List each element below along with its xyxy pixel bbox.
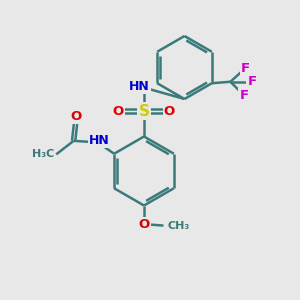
Text: O: O xyxy=(138,218,150,231)
Text: F: F xyxy=(241,62,250,75)
Text: HN: HN xyxy=(89,134,110,147)
Text: CH₃: CH₃ xyxy=(167,220,189,231)
Text: S: S xyxy=(139,103,149,118)
Text: H₃C: H₃C xyxy=(32,149,54,159)
Text: F: F xyxy=(239,89,248,102)
Text: O: O xyxy=(164,104,175,118)
Text: F: F xyxy=(248,75,256,88)
Text: O: O xyxy=(113,104,124,118)
Text: O: O xyxy=(70,110,82,123)
Text: HN: HN xyxy=(129,80,150,93)
